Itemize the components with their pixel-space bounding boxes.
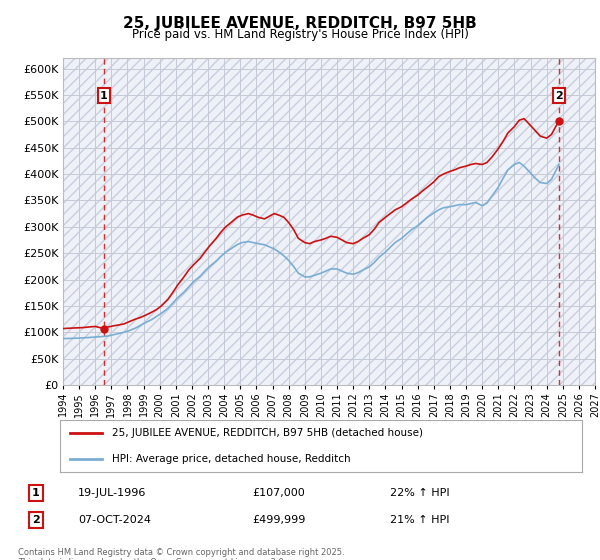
Text: £107,000: £107,000 [252,488,305,498]
Text: 2: 2 [555,91,563,101]
Text: 21% ↑ HPI: 21% ↑ HPI [390,515,449,525]
Text: 1: 1 [100,91,108,101]
Text: 25, JUBILEE AVENUE, REDDITCH, B97 5HB (detached house): 25, JUBILEE AVENUE, REDDITCH, B97 5HB (d… [112,428,423,438]
Text: Price paid vs. HM Land Registry's House Price Index (HPI): Price paid vs. HM Land Registry's House … [131,28,469,41]
Text: £499,999: £499,999 [252,515,305,525]
Text: 1: 1 [32,488,40,498]
Text: 22% ↑ HPI: 22% ↑ HPI [390,488,449,498]
Text: 25, JUBILEE AVENUE, REDDITCH, B97 5HB: 25, JUBILEE AVENUE, REDDITCH, B97 5HB [123,16,477,31]
Text: 07-OCT-2024: 07-OCT-2024 [78,515,151,525]
Text: 19-JUL-1996: 19-JUL-1996 [78,488,146,498]
Text: Contains HM Land Registry data © Crown copyright and database right 2025.
This d: Contains HM Land Registry data © Crown c… [18,548,344,560]
Text: HPI: Average price, detached house, Redditch: HPI: Average price, detached house, Redd… [112,454,351,464]
Text: 2: 2 [32,515,40,525]
